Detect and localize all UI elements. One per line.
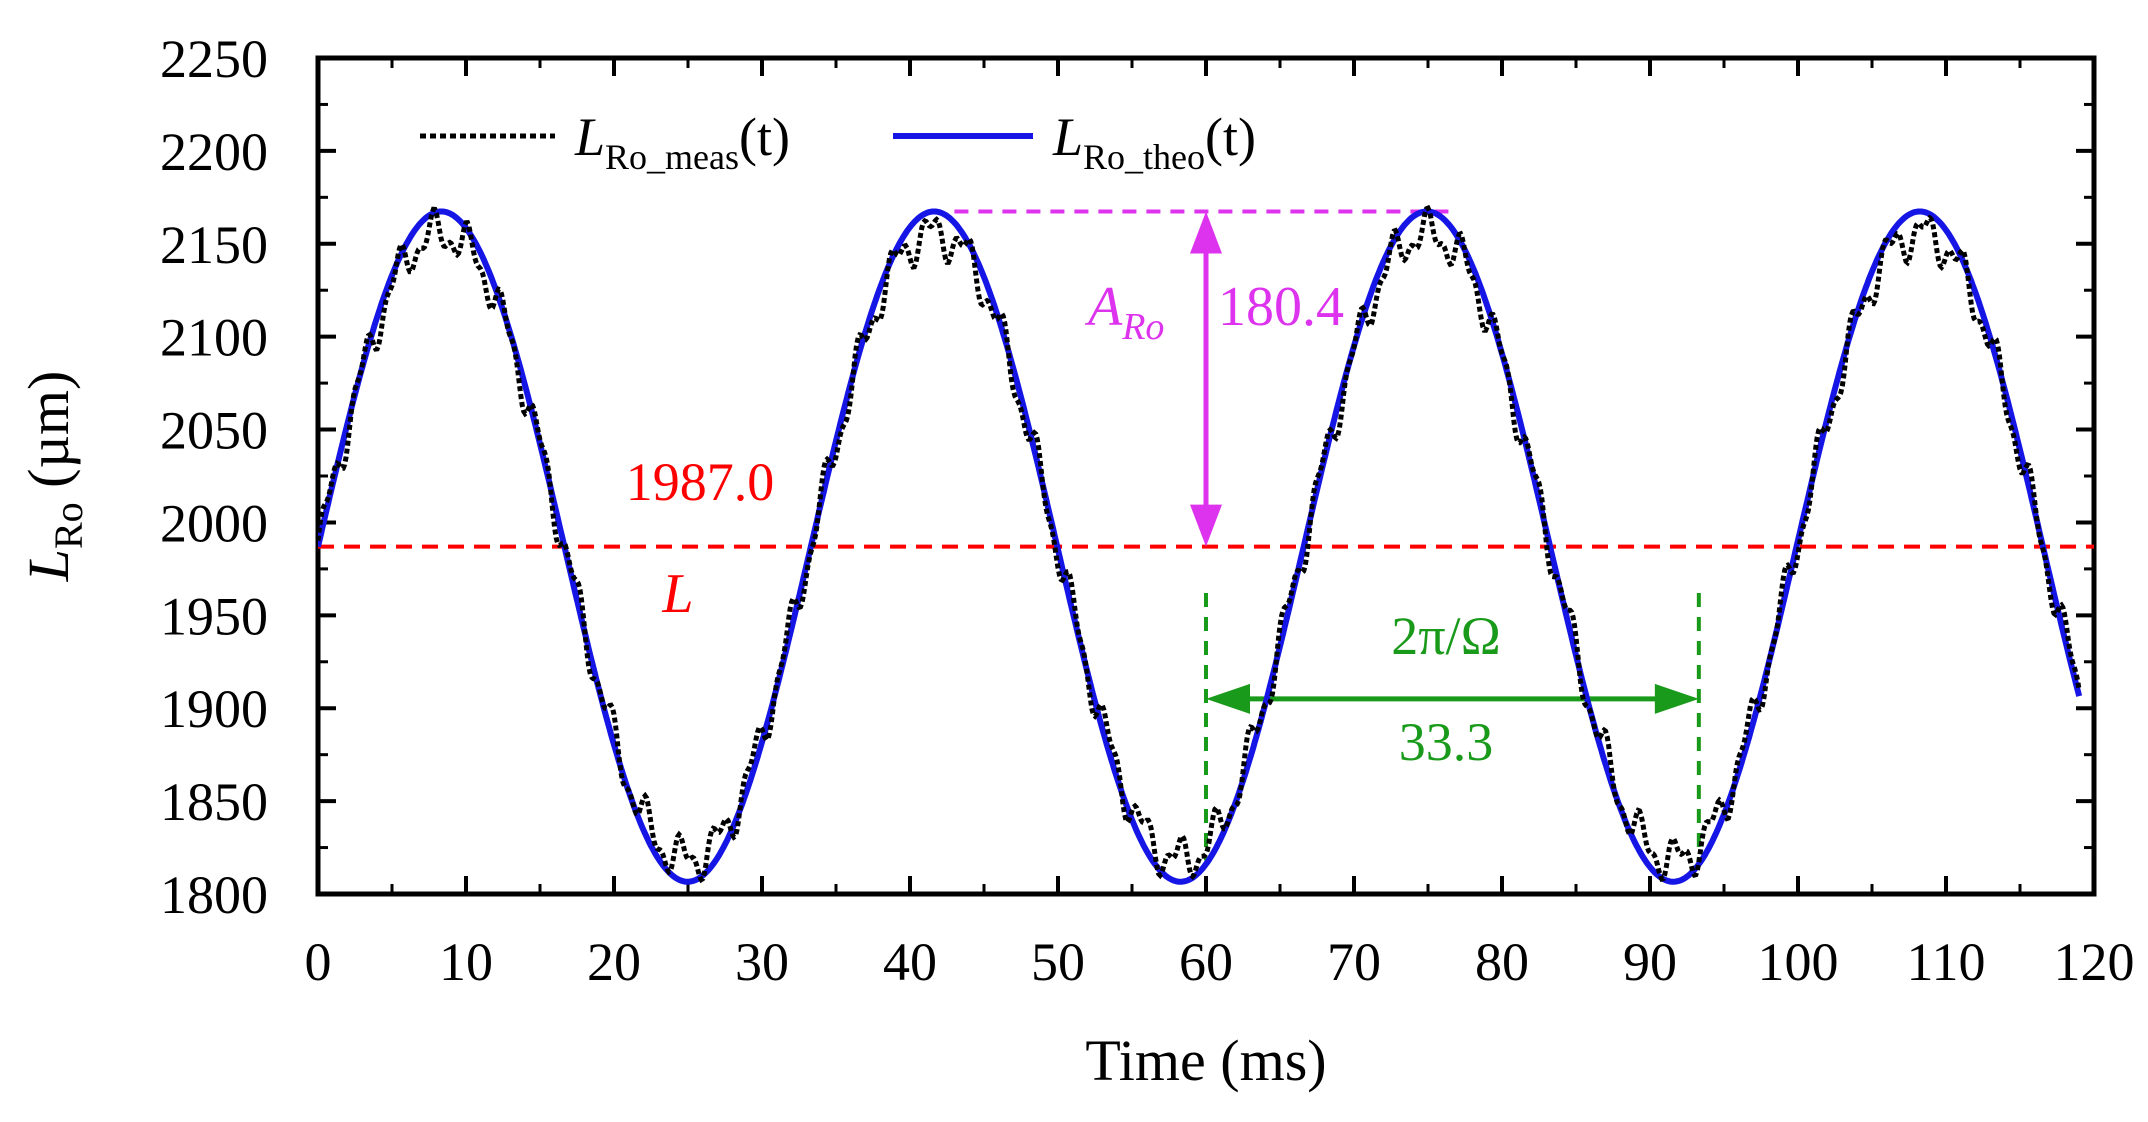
y-axis-title-main: L bbox=[16, 549, 81, 582]
y-axis-ticks: 1800 1850 1900 1950 2000 2050 2100 2150 2200 2250 bbox=[160, 29, 2094, 925]
y-tick-label: 2100 bbox=[160, 308, 268, 368]
x-tick-label: 70 bbox=[1327, 932, 1381, 992]
period-value-label: 33.3 bbox=[1399, 712, 1494, 772]
y-tick-label: 2200 bbox=[160, 122, 268, 182]
legend-meas-main: L bbox=[574, 107, 605, 167]
series-measured-line bbox=[318, 204, 2082, 884]
y-tick-label: 1850 bbox=[160, 772, 268, 832]
period-arrowhead-right bbox=[1654, 683, 1699, 714]
y-axis-title: LRo (µm) bbox=[16, 371, 91, 583]
amplitude-arrowhead-up bbox=[1190, 211, 1222, 254]
legend: LRo_meas(t) LRo_theo(t) bbox=[420, 107, 1256, 177]
y-tick-label: 2150 bbox=[160, 215, 268, 275]
y-axis-title-sub: Ro bbox=[46, 502, 91, 549]
x-tick-label: 120 bbox=[2054, 932, 2135, 992]
y-tick-label: 2000 bbox=[160, 493, 268, 553]
x-axis-title: Time (ms) bbox=[1085, 1028, 1326, 1093]
legend-meas-sub: Ro_meas bbox=[605, 137, 739, 177]
annotations bbox=[318, 209, 2094, 861]
x-tick-label: 110 bbox=[1907, 932, 1986, 992]
x-tick-label: 50 bbox=[1031, 932, 1085, 992]
series-theoretical-line bbox=[318, 208, 2083, 885]
y-axis-title-unit: (µm) bbox=[16, 371, 81, 503]
x-tick-label: 20 bbox=[587, 932, 641, 992]
x-axis-ticks: 0 10 20 30 40 50 60 70 80 90 100 110 120 bbox=[305, 58, 2135, 992]
amplitude-symbol-sub: Ro bbox=[1121, 306, 1164, 348]
y-tick-label: 1800 bbox=[160, 865, 268, 925]
x-tick-label: 80 bbox=[1475, 932, 1529, 992]
y-tick-label: 2050 bbox=[160, 401, 268, 461]
period-symbol-label: 2π/Ω bbox=[1391, 606, 1500, 666]
x-tick-label: 30 bbox=[735, 932, 789, 992]
x-tick-label: 60 bbox=[1179, 932, 1233, 992]
x-tick-label: 40 bbox=[883, 932, 937, 992]
legend-meas-suffix: (t) bbox=[739, 107, 790, 167]
legend-theo-main: L bbox=[1052, 107, 1083, 167]
amplitude-symbol-label: ARo bbox=[1084, 276, 1164, 348]
x-tick-label: 0 bbox=[305, 932, 332, 992]
mean-symbol-label: L bbox=[661, 563, 693, 625]
mean-value-label: 1987.0 bbox=[626, 452, 775, 512]
legend-theo-sub: Ro_theo bbox=[1083, 137, 1205, 177]
y-tick-label: 2250 bbox=[160, 29, 268, 89]
legend-theo-label: LRo_theo(t) bbox=[1052, 107, 1256, 177]
y-tick-label: 1900 bbox=[160, 679, 268, 739]
period-arrowhead-left bbox=[1206, 683, 1250, 714]
amplitude-value-label: 180.4 bbox=[1218, 276, 1344, 338]
x-tick-label: 100 bbox=[1758, 932, 1839, 992]
legend-theo-suffix: (t) bbox=[1205, 107, 1256, 167]
y-tick-label: 1950 bbox=[160, 586, 268, 646]
amplitude-arrowhead-down bbox=[1190, 504, 1222, 547]
amplitude-symbol-main: A bbox=[1084, 276, 1123, 338]
x-tick-label: 10 bbox=[439, 932, 493, 992]
x-tick-label: 90 bbox=[1623, 932, 1677, 992]
legend-meas-label: LRo_meas(t) bbox=[574, 107, 790, 177]
